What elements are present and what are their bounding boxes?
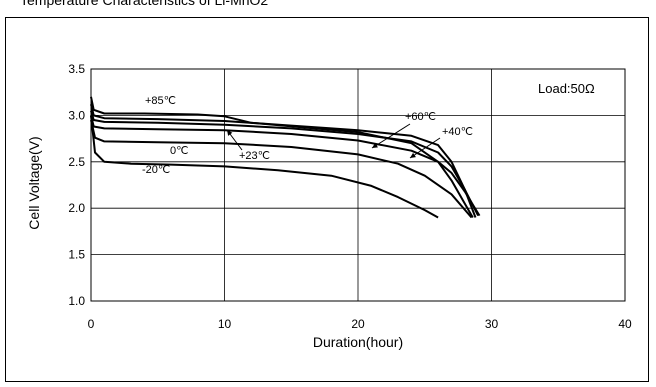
y-tick-label: 2.5: [68, 155, 85, 169]
label-pointer: [371, 123, 411, 149]
series-label: +23℃: [239, 150, 270, 162]
x-tick-label: 0: [88, 317, 95, 331]
arrowhead-icon: [410, 152, 416, 158]
x-tick-label: 30: [485, 317, 499, 331]
legend-note: Load:50Ω: [538, 81, 595, 96]
arrowhead-icon: [372, 142, 378, 148]
chart-frame: [5, 17, 649, 382]
series-label: 0℃: [170, 145, 188, 157]
series-label: -20℃: [142, 164, 170, 176]
y-axis-label: Cell Voltage(V): [26, 136, 42, 229]
series-line: [90, 115, 439, 219]
series-label: +60℃: [405, 111, 436, 123]
series-label: +85℃: [145, 95, 176, 107]
series-line: [90, 110, 479, 217]
label-pointer: [409, 137, 441, 159]
x-tick-label: 40: [618, 317, 632, 331]
x-axis-label: Duration(hour): [313, 334, 403, 350]
arrowhead-icon: [227, 130, 233, 136]
series-label: +40℃: [442, 126, 473, 138]
y-tick-label: 3.5: [68, 62, 85, 76]
series-line: [90, 104, 477, 218]
series-line: [90, 115, 481, 217]
x-tick-label: 20: [351, 317, 365, 331]
y-tick-label: 1.0: [68, 294, 85, 308]
y-tick-label: 3.0: [68, 108, 85, 122]
figure-caption: Temperature Characteristics of Li-MnO2: [20, 0, 269, 8]
y-tick-label: 1.5: [68, 248, 85, 262]
x-tick-label: 10: [218, 317, 232, 331]
series-line: [90, 119, 473, 219]
y-tick-label: 2.0: [68, 201, 85, 215]
